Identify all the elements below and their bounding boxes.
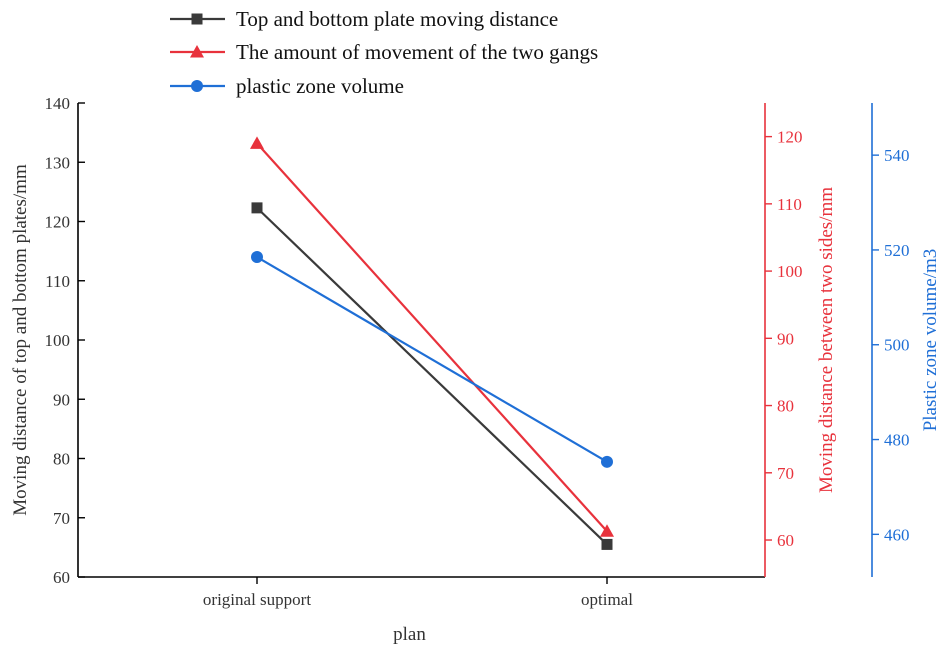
left-tick-label: 120	[45, 213, 71, 232]
axes-layer: 60 70 80 90 100 110 120 130 140 Moving distance o…	[10, 94, 941, 645]
legend-marker-2	[190, 45, 204, 58]
left-tick-label: 70	[53, 509, 70, 528]
series-line-2	[256, 142, 608, 533]
right1-tick-label: 90	[777, 329, 794, 348]
left-tick-label: 60	[53, 568, 70, 587]
right1-tick-label: 110	[777, 195, 802, 214]
x-tick-label: optimal	[581, 590, 633, 609]
legend-label-1: Top and bottom plate moving distance	[236, 7, 558, 31]
x-axis-title: plan	[393, 624, 426, 645]
x-tick-label: original support	[203, 590, 311, 609]
right1-tick-label: 80	[777, 397, 794, 416]
legend-marker-3	[191, 80, 203, 92]
series-line-1	[256, 207, 608, 546]
series-point-1	[601, 538, 613, 550]
left-tick-label: 80	[53, 450, 70, 469]
series-line-3	[256, 256, 608, 463]
left-tick-label: 90	[53, 390, 70, 409]
series-layer	[250, 136, 614, 550]
series-point-1	[251, 202, 263, 214]
right1-tick-label: 120	[777, 128, 803, 147]
right2-tick-label: 540	[884, 146, 910, 165]
right1-axis-title: Moving distance between two sides/mm	[816, 187, 837, 493]
left-tick-label: 100	[45, 331, 71, 350]
series-point-3	[601, 455, 613, 468]
right2-tick-label: 520	[884, 241, 910, 260]
left-tick-label: 110	[45, 272, 70, 291]
right2-axis-title: Plastic zone volume/m3	[920, 249, 941, 432]
left-tick-label: 130	[45, 153, 71, 172]
legend: Top and bottom plate moving distance The …	[170, 7, 598, 98]
series-point-2	[250, 136, 264, 149]
right1-tick-label: 60	[777, 531, 794, 550]
series-point-3	[251, 251, 263, 264]
right2-tick-label: 460	[884, 525, 910, 544]
legend-marker-1	[191, 13, 203, 25]
legend-label-3: plastic zone volume	[236, 74, 404, 98]
left-tick-label: 140	[45, 94, 71, 113]
legend-label-2: The amount of movement of the two gangs	[236, 40, 598, 64]
right1-tick-label: 100	[777, 262, 803, 281]
series-point-2	[600, 524, 614, 537]
right2-tick-label: 500	[884, 336, 910, 355]
right1-tick-label: 70	[777, 464, 794, 483]
left-axis-title: Moving distance of top and bottom plates…	[10, 164, 31, 516]
right2-tick-label: 480	[884, 431, 910, 450]
